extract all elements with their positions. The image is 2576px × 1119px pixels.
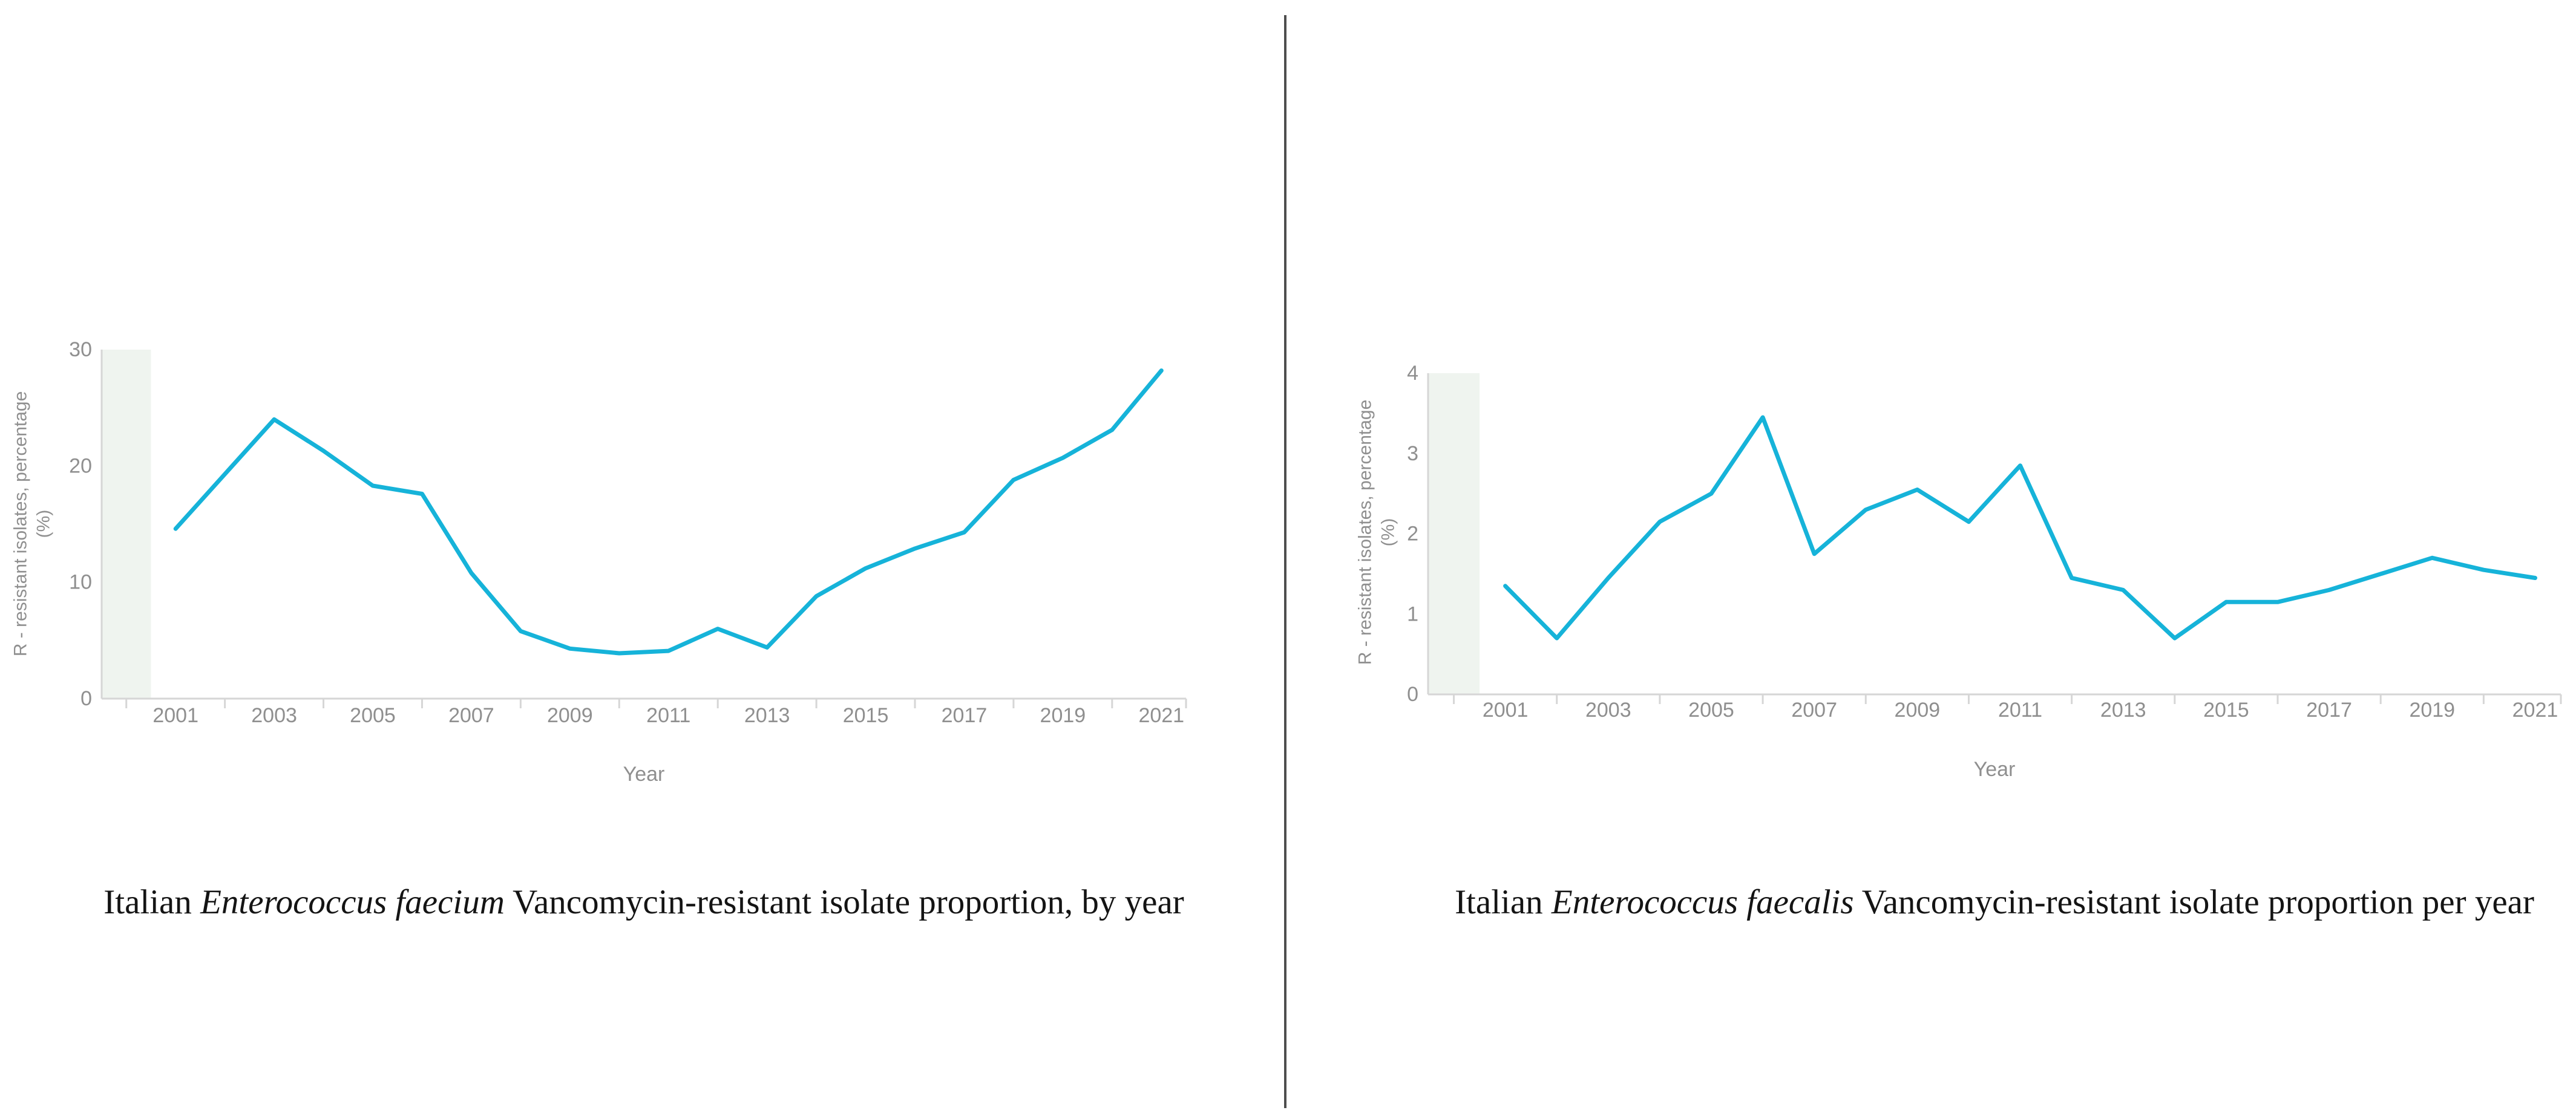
y-axis-tick-label: 0 [80, 687, 92, 710]
y-axis-tick-label: 30 [69, 338, 92, 361]
x-axis-tick-label: 2007 [448, 704, 494, 727]
x-axis-tick-label: 2001 [1483, 699, 1529, 722]
y-axis-title-unit: (%) [1378, 518, 1398, 547]
x-axis-tick-label: 2017 [2306, 699, 2352, 722]
y-axis-tick-label: 1 [1407, 602, 1418, 625]
x-axis-tick-label: 2013 [2100, 699, 2146, 722]
y-axis-title: R - resistant isolates, percentage [1355, 400, 1375, 665]
x-axis-tick-label: 2019 [1040, 704, 1086, 727]
y-axis-tick-label: 10 [69, 571, 92, 594]
x-axis-tick-label: 2013 [744, 704, 790, 727]
x-axis-tick-label: 2005 [1688, 699, 1734, 722]
caption-suffix: Vancomycin-resistant isolate proportion,… [504, 883, 1184, 921]
resistance-trend-line[interactable] [173, 368, 1164, 656]
resistance-trend-line[interactable] [1503, 415, 2537, 641]
no-data-band [102, 350, 151, 699]
y-axis-tick-label: 20 [69, 454, 92, 477]
x-axis-tick-label: 2021 [1138, 704, 1184, 727]
x-axis-tick-label: 2017 [942, 704, 988, 727]
caption-prefix: Italian [1455, 883, 1552, 921]
y-axis-title-unit: (%) [34, 510, 54, 538]
x-axis-tick-label: 2009 [547, 704, 593, 727]
species-name: Enterococcus faecium [200, 883, 505, 921]
x-axis-tick-label: 2019 [2409, 699, 2455, 722]
x-axis-tick-label: 2011 [1998, 699, 2042, 722]
x-axis-tick-label: 2001 [152, 704, 198, 727]
species-name: Enterococcus faecalis [1551, 883, 1854, 921]
x-axis-tick-label: 2003 [1585, 699, 1631, 722]
y-axis-title: R - resistant isolates, percentage [11, 391, 31, 657]
faecalis-caption: Italian Enterococcus faecalis Vancomycin… [1428, 882, 2561, 923]
vertical-divider [1284, 15, 1286, 1108]
y-axis-tick-label: 3 [1407, 442, 1418, 465]
no-data-band [1428, 373, 1480, 694]
x-axis-tick-label: 2007 [1791, 699, 1837, 722]
faecium-chart: 2001 2003 2005 2007 2009 2011 2013 2015 2017 2019… [11, 338, 1187, 786]
y-axis-tick-label: 2 [1407, 523, 1418, 546]
faecalis-chart: 2001 2003 2005 2007 2009 2011 2013 2015 2017 2019… [1355, 362, 2562, 781]
x-axis-tick-label: 2015 [2203, 699, 2249, 722]
x-axis-tick-label: 2011 [646, 704, 690, 727]
caption-prefix: Italian [103, 883, 201, 921]
x-axis-tick-label: 2021 [2512, 699, 2558, 722]
faecium-caption: Italian Enterococcus faecium Vancomycin-… [102, 882, 1186, 923]
caption-suffix: Vancomycin-resistant isolate proportion … [1853, 883, 2534, 921]
x-axis-title: Year [623, 763, 665, 786]
x-axis-tick-label: 2003 [251, 704, 297, 727]
x-axis-tick-label: 2009 [1895, 699, 1941, 722]
x-axis-tick-label: 2015 [843, 704, 889, 727]
y-axis-tick-label: 0 [1407, 683, 1418, 706]
x-axis-tick-label: 2005 [350, 704, 396, 727]
x-axis-title: Year [1974, 758, 2016, 781]
y-axis-tick-label: 4 [1407, 362, 1418, 385]
